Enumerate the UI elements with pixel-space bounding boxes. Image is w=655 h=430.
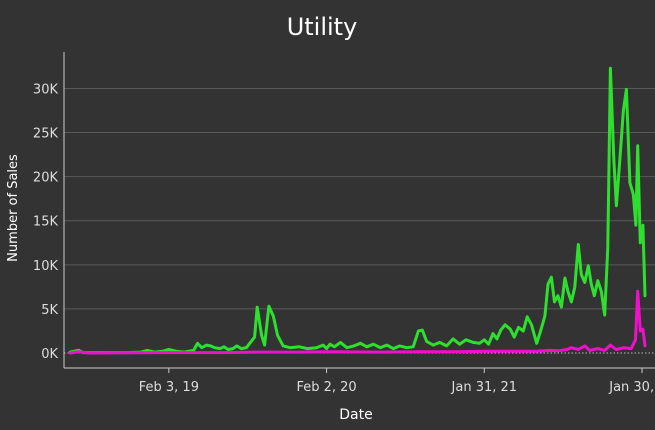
- y-tick-label: 30K: [33, 82, 59, 97]
- y-tick-label: 0K: [41, 347, 58, 362]
- x-tick-label: Jan 31, 21: [451, 380, 518, 395]
- grid-layer: [64, 87, 655, 354]
- axis-layer: 0K 5K 10K 15K 20K 25K 30K Feb 3, 19 Feb 2, 20 Jan…: [33, 52, 655, 395]
- series-line-1: [68, 66, 647, 355]
- series-layer: [68, 66, 647, 355]
- chart-title: Utility: [287, 13, 358, 41]
- y-tick-label: 5K: [41, 303, 58, 318]
- y-tick-label: 15K: [33, 215, 59, 230]
- y-tick-label: 25K: [33, 127, 59, 142]
- y-tick-label: 10K: [33, 259, 59, 274]
- x-axis-label: Date: [339, 407, 372, 423]
- x-tick-label: Jan 30, 22: [608, 380, 655, 395]
- x-tick-label: Feb 3, 19: [139, 380, 199, 395]
- y-axis-label: Number of Sales: [6, 154, 21, 262]
- series-line-2: [68, 289, 647, 355]
- y-tick-label: 20K: [33, 171, 59, 186]
- x-tick-label: Feb 2, 20: [296, 380, 356, 395]
